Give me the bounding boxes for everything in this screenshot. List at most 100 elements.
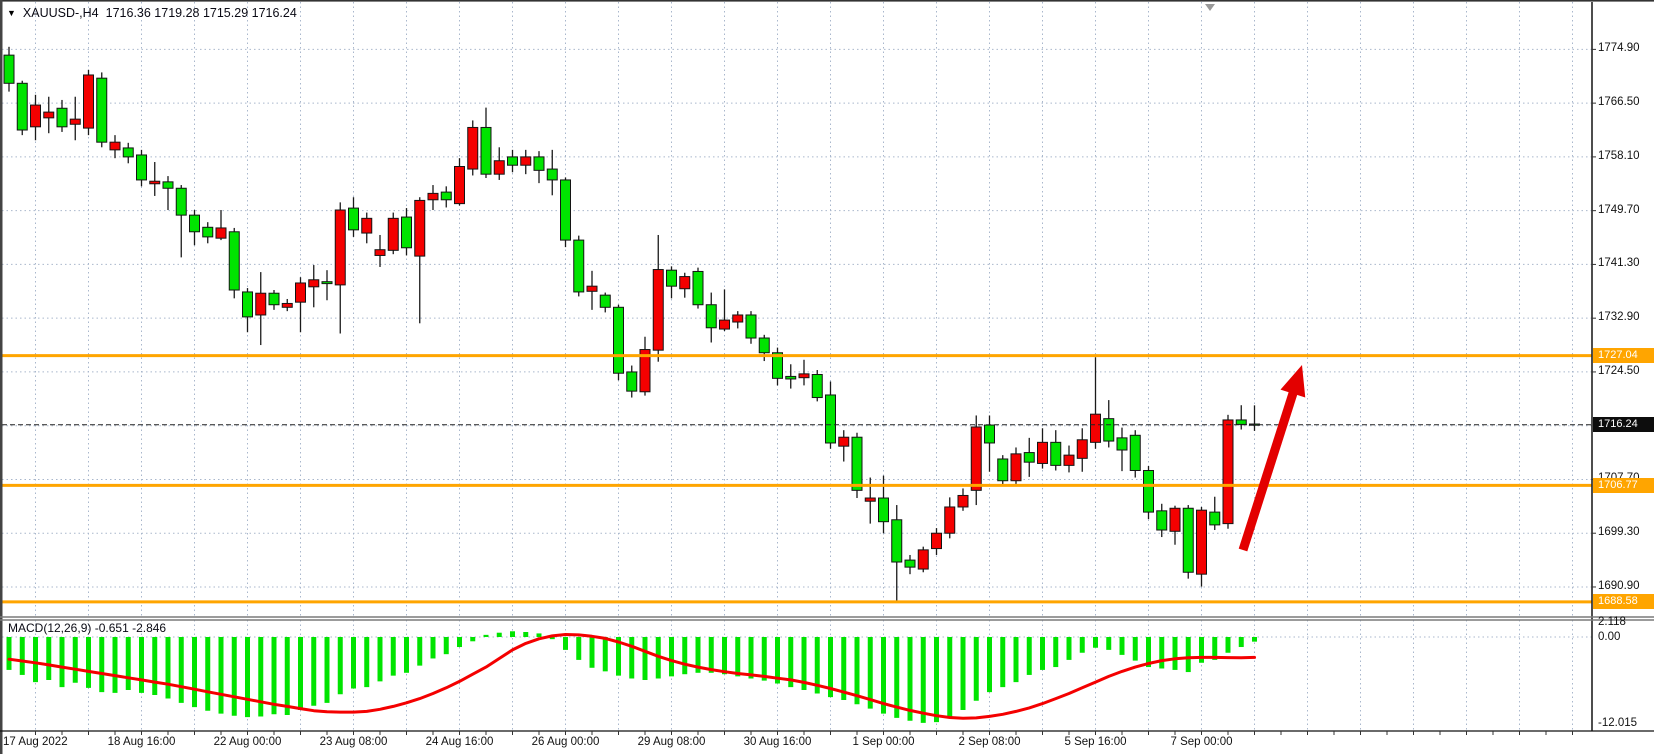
price-axis-label: 1774.90	[1598, 42, 1640, 55]
candle-body	[878, 497, 889, 523]
price-level-badge: 1727.04	[1593, 348, 1654, 364]
macd-signal-line	[7, 633, 1256, 720]
candle-body	[1103, 418, 1115, 442]
candle-body	[30, 104, 41, 128]
candle-body	[467, 126, 479, 170]
candle-body	[997, 458, 1009, 482]
candle-body	[1090, 413, 1101, 443]
candle-body	[944, 506, 956, 534]
candle-body	[136, 154, 147, 181]
candle-body	[1010, 453, 1022, 482]
candle-body	[228, 231, 240, 291]
candle-body	[361, 217, 373, 234]
candle-body	[1050, 441, 1062, 466]
candle-body	[295, 282, 306, 303]
price-level-badge: 1716.24	[1593, 417, 1654, 433]
candle-body	[387, 217, 399, 251]
time-axis-label: 29 Aug 08:00	[637, 736, 706, 748]
candle-body	[1222, 419, 1234, 525]
window-left-border	[0, 0, 3, 754]
candle-body	[957, 494, 969, 508]
time-axis-label: 26 Aug 00:00	[531, 736, 600, 748]
time-axis-label: 18 Aug 16:00	[107, 736, 176, 748]
candle-body	[772, 352, 783, 379]
candle-body	[189, 214, 200, 233]
time-axis-label: 7 Sep 00:00	[1170, 736, 1233, 748]
chart-title-bar[interactable]: ▼ XAUUSD-,H4 1716.36 1719.28 1715.29 171…	[7, 6, 297, 20]
candle-body	[1196, 509, 1207, 575]
candle-body	[1182, 507, 1194, 573]
macd-scale-zero: 0.00	[1598, 630, 1621, 643]
candle-body	[162, 181, 174, 189]
candle-body	[798, 373, 810, 379]
candle-body	[904, 559, 916, 568]
chart-ohlc-readout: 1716.36 1719.28 1715.29 1716.24	[105, 6, 297, 20]
macd-scale-max: 2.118	[1598, 615, 1626, 628]
candle-body	[1169, 507, 1181, 532]
candle-body	[1209, 511, 1221, 526]
candle-body	[414, 199, 426, 257]
candle-body	[546, 168, 558, 181]
candle-body	[308, 279, 320, 288]
candle-body	[692, 270, 704, 306]
candle-body	[705, 304, 717, 329]
candle-body	[984, 424, 995, 444]
candle-body	[1023, 452, 1035, 463]
candle-body	[1235, 419, 1247, 425]
candle-body	[838, 436, 850, 447]
candle-body	[891, 519, 903, 563]
candle-body	[732, 314, 744, 323]
candle-body	[1063, 454, 1075, 466]
candle-body	[1129, 434, 1141, 471]
candle-body	[16, 82, 28, 131]
candle-body	[427, 192, 439, 201]
price-axis-label: 1758.10	[1598, 149, 1640, 162]
candle-body	[109, 141, 121, 151]
candle-body	[374, 249, 386, 256]
candle-body	[493, 160, 505, 175]
candle-body	[851, 436, 863, 491]
candle-body	[83, 74, 94, 129]
candle-body	[931, 532, 942, 550]
candle-body	[255, 292, 267, 316]
chart-shift-marker	[1205, 4, 1215, 11]
symbol-dropdown-icon[interactable]: ▼	[7, 8, 16, 18]
candle-body	[348, 207, 359, 231]
candle-body	[679, 276, 691, 290]
candle-body	[69, 118, 81, 125]
window-top-border	[0, 0, 1654, 2]
price-axis-label: 1741.30	[1598, 257, 1640, 270]
price-axis-label: 1724.50	[1598, 364, 1640, 377]
candle-body	[666, 269, 677, 287]
time-axis-label: 1 Sep 00:00	[852, 736, 915, 748]
time-axis-label: 23 Aug 08:00	[319, 736, 388, 748]
candle-body	[745, 314, 757, 339]
time-axis-label: 2 Sep 08:00	[958, 736, 1021, 748]
time-axis-label: 24 Aug 16:00	[425, 736, 494, 748]
candle-body	[719, 319, 730, 330]
candle-body	[1037, 441, 1048, 464]
time-axis-label: 17 Aug 2022	[3, 736, 68, 748]
candle-body	[560, 179, 571, 241]
candle-body	[454, 165, 465, 205]
time-axis-label: 5 Sep 16:00	[1064, 736, 1127, 748]
candle-body	[202, 226, 214, 238]
candle-body	[626, 371, 638, 392]
candle-body	[599, 294, 611, 308]
candle-body	[811, 373, 823, 399]
macd-indicator-label: MACD(12,26,9) -0.651 -2.846	[8, 621, 166, 635]
candle-body	[533, 156, 545, 171]
candle-body	[639, 349, 651, 393]
candle-body	[321, 281, 333, 285]
candle-body	[1116, 437, 1128, 451]
candle-body	[652, 269, 664, 351]
candle-body	[917, 549, 929, 570]
candle-body	[56, 107, 68, 128]
candle-body	[3, 54, 15, 84]
candle-body	[401, 216, 412, 249]
price-axis-label: 1699.30	[1598, 526, 1640, 539]
candle-body	[1156, 510, 1168, 531]
candle-body	[281, 302, 293, 308]
trend-arrow-head	[1280, 365, 1306, 398]
